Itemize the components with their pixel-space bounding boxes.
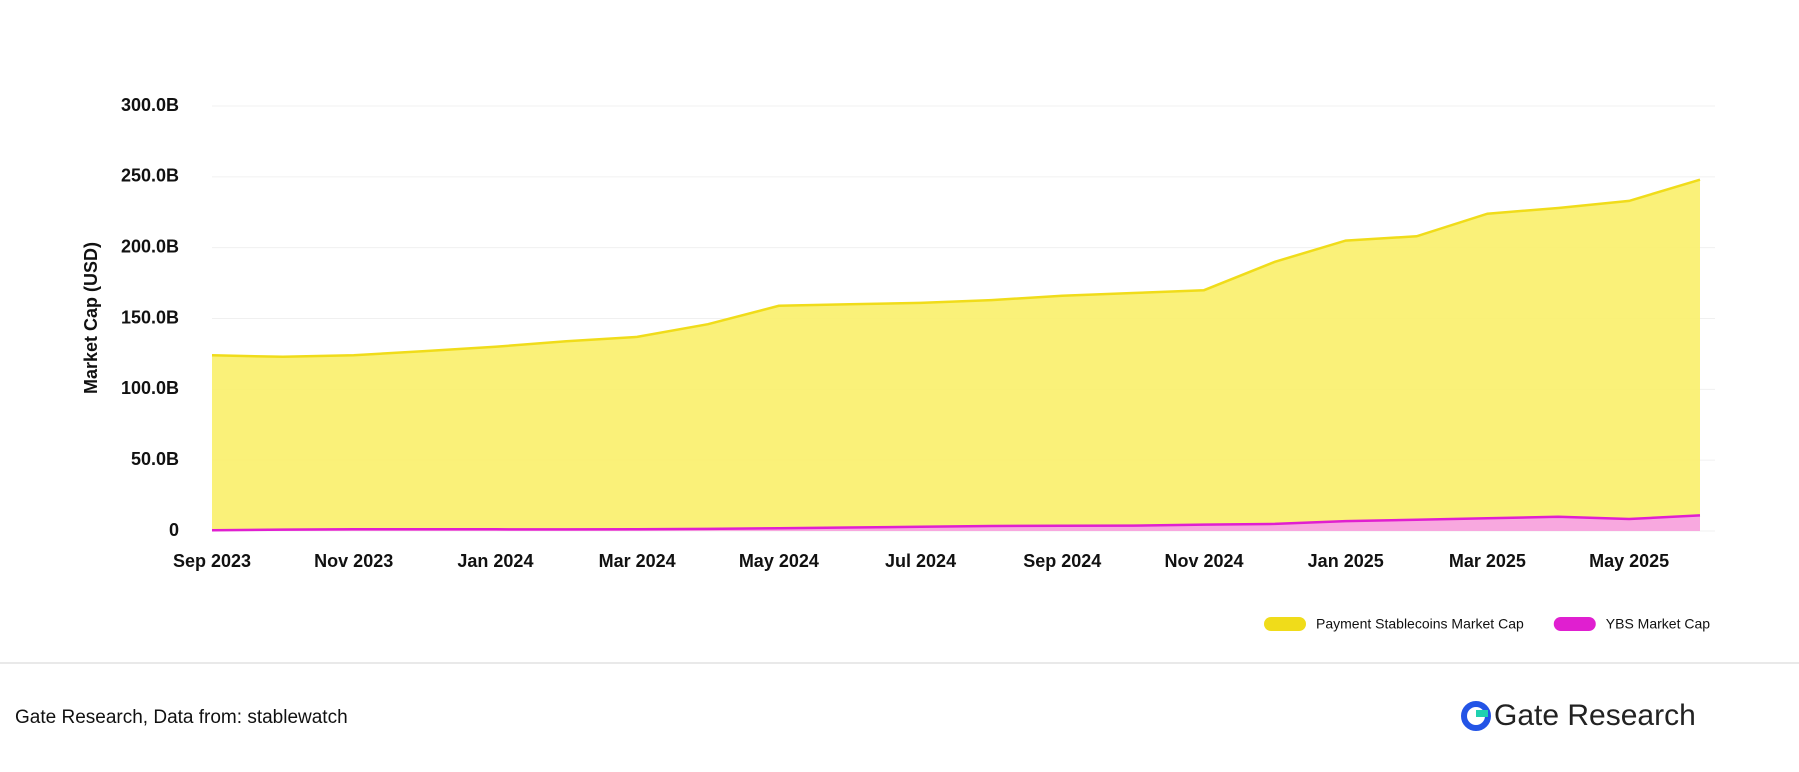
x-tick-label: Sep 2024 — [1023, 551, 1101, 571]
x-tick-label: May 2025 — [1589, 551, 1669, 571]
logo-text: Gate Research — [1494, 699, 1696, 732]
x-tick-label: May 2024 — [739, 551, 819, 571]
x-tick-label: Mar 2025 — [1449, 551, 1526, 571]
x-tick-label: Mar 2024 — [599, 551, 676, 571]
footer-source: Gate Research, Data from: stablewatch — [15, 707, 348, 728]
x-tick-label: Nov 2023 — [314, 551, 393, 571]
y-tick-label: 50.0B — [131, 449, 179, 469]
area — [212, 179, 1700, 531]
line — [211, 514, 1701, 532]
y-tick-label: 300.0B — [121, 95, 179, 115]
y-tick-label: 150.0B — [121, 307, 179, 327]
legend-item: YBS Market Cap — [1553, 616, 1710, 632]
y-tick-label: 0 — [169, 520, 179, 540]
y-tick-label: 250.0B — [121, 166, 179, 186]
x-tick-label: Sep 2023 — [173, 551, 251, 571]
x-tick-label: Nov 2024 — [1164, 551, 1243, 571]
area — [212, 515, 1700, 531]
logo: Gate Research — [1461, 699, 1696, 732]
line — [211, 178, 1701, 359]
x-tick-label: Jan 2024 — [457, 551, 533, 571]
y-tick-label: 200.0B — [121, 236, 179, 256]
x-tick-label: Jan 2025 — [1308, 551, 1384, 571]
legend-swatch — [1264, 617, 1306, 631]
x-tick-label: Jul 2024 — [885, 551, 956, 571]
legend-label: Payment Stablecoins Market Cap — [1316, 616, 1524, 632]
y-axis-label: Market Cap (USD) — [81, 242, 101, 394]
legend-label: YBS Market Cap — [1606, 616, 1710, 632]
y-tick-label: 100.0B — [121, 378, 179, 398]
legend-swatch — [1553, 617, 1596, 631]
legend-item: Payment Stablecoins Market Cap — [1264, 616, 1524, 632]
